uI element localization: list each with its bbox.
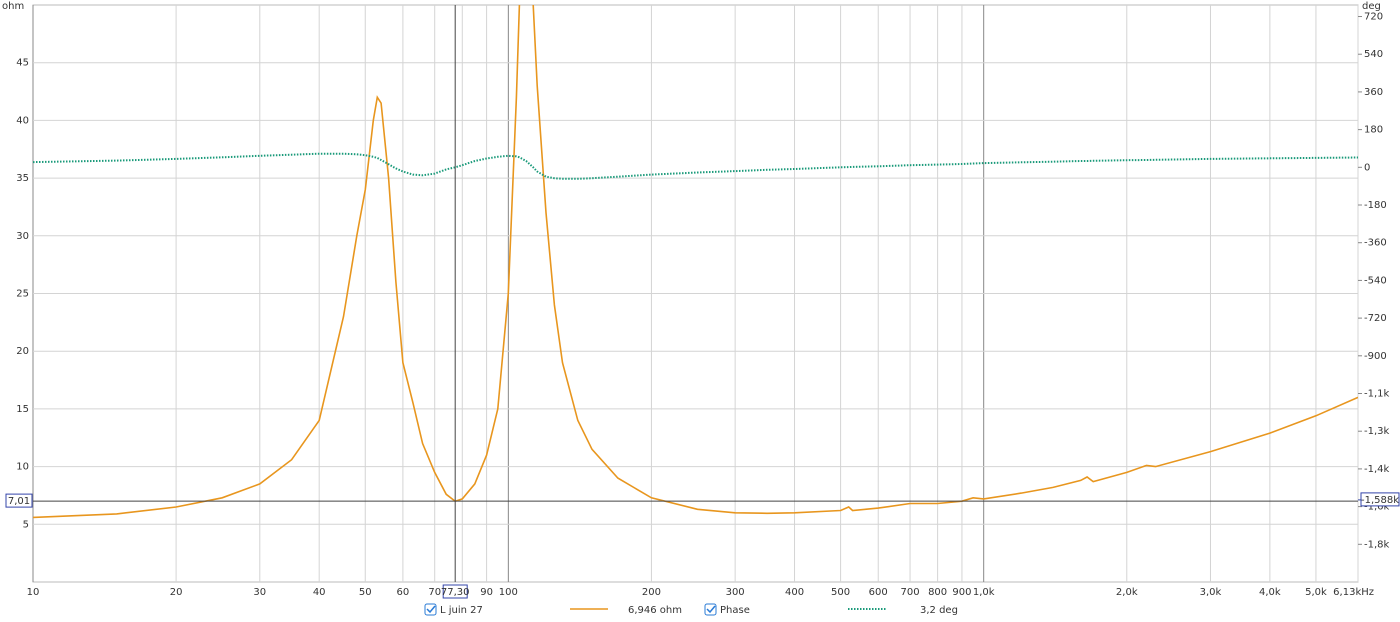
x-tick-label: 60 (397, 587, 410, 598)
x-tick-label: 900 (952, 587, 971, 598)
cursor-label-box (442, 584, 468, 599)
y-tick-label: 20 (16, 346, 29, 357)
y-unit: ohm (2, 1, 24, 12)
x-tick-label: 6,13kHz (1333, 587, 1374, 598)
checkbox[interactable] (704, 603, 717, 616)
y-tick-label: 45 (16, 58, 29, 69)
legend-readout: 6,946 ohm (628, 605, 682, 616)
y-tick-label: 40 (16, 115, 29, 126)
cursor-label: 7,01 (8, 496, 30, 507)
x-tick-label: 1,0k (973, 587, 995, 598)
x-tick-label: 30 (253, 587, 266, 598)
x-tick-label: 3,0k (1200, 587, 1222, 598)
y2-tick-label: 360 (1364, 87, 1383, 98)
x-tick-label: 20 (170, 587, 183, 598)
y2-tick-label: 180 (1364, 125, 1383, 136)
x-tick-label: 200 (642, 587, 661, 598)
y2-tick-label: -720 (1364, 313, 1387, 324)
cursor-label-box (1360, 492, 1400, 507)
x-tick-label: 50 (359, 587, 372, 598)
x-tick-label: 100 (499, 587, 518, 598)
x-tick-label: 600 (869, 587, 888, 598)
y2-tick-label: -1,1k (1364, 389, 1390, 400)
x-tick-label: 5,0k (1305, 587, 1327, 598)
y2-tick-label: -180 (1364, 200, 1387, 211)
y2-tick-label: -1,6k (1364, 502, 1390, 513)
y2-tick-label: -1,4k (1364, 464, 1390, 475)
y2-unit: deg (1362, 1, 1381, 12)
x-tick-label: 800 (928, 587, 947, 598)
x-tick-label: 700 (901, 587, 920, 598)
check (706, 605, 716, 614)
y2-tick-label: 0 (1364, 162, 1370, 173)
y2-tick-label: -1,3k (1364, 426, 1390, 437)
cursor-label: 77,30 (441, 587, 470, 598)
legend-readout: 3,2 deg (920, 605, 958, 616)
legend-name: Phase (720, 605, 750, 616)
x-tick-label: 300 (726, 587, 745, 598)
x-tick-label: 90 (480, 587, 493, 598)
x-tick-label: 70 (428, 587, 441, 598)
y-tick-label: 10 (16, 462, 29, 473)
checkbox[interactable] (424, 603, 437, 616)
check (426, 605, 436, 614)
y2-tick-label: 540 (1364, 49, 1383, 60)
curves (33, 5, 1358, 519)
y-tick-label: 25 (16, 289, 29, 300)
labels: 1020304050607080901002003004005006007008… (5, 5, 1400, 599)
x-tick-label: 400 (785, 587, 804, 598)
x-tick-label: 10 (27, 587, 40, 598)
legend-name: L juin 27 (440, 605, 483, 616)
y-tick-label: 30 (16, 231, 29, 242)
y-tick-label: 15 (16, 404, 29, 415)
series-line (33, 5, 1358, 519)
x-tick-label: 4,0k (1259, 587, 1281, 598)
cursor-label: -1,588k (1361, 495, 1399, 506)
y2-tick-label: -540 (1364, 275, 1387, 286)
x-tick-label: 40 (313, 587, 326, 598)
y-tick-label: 35 (16, 173, 29, 184)
y-tick-label: 5 (23, 519, 29, 530)
y2-tick-label: -1,8k (1364, 539, 1390, 550)
cursor-label-box (5, 493, 33, 508)
y2-tick-label: -360 (1364, 238, 1387, 249)
y2-tick-label: 720 (1364, 12, 1383, 23)
x-tick-label: 500 (831, 587, 850, 598)
x-tick-label: 2,0k (1116, 587, 1138, 598)
y2-tick-label: -900 (1364, 351, 1387, 362)
legend: L juin 27 6,946 ohm Phase 3,2 deg (424, 603, 958, 616)
series-line (33, 152, 1358, 180)
